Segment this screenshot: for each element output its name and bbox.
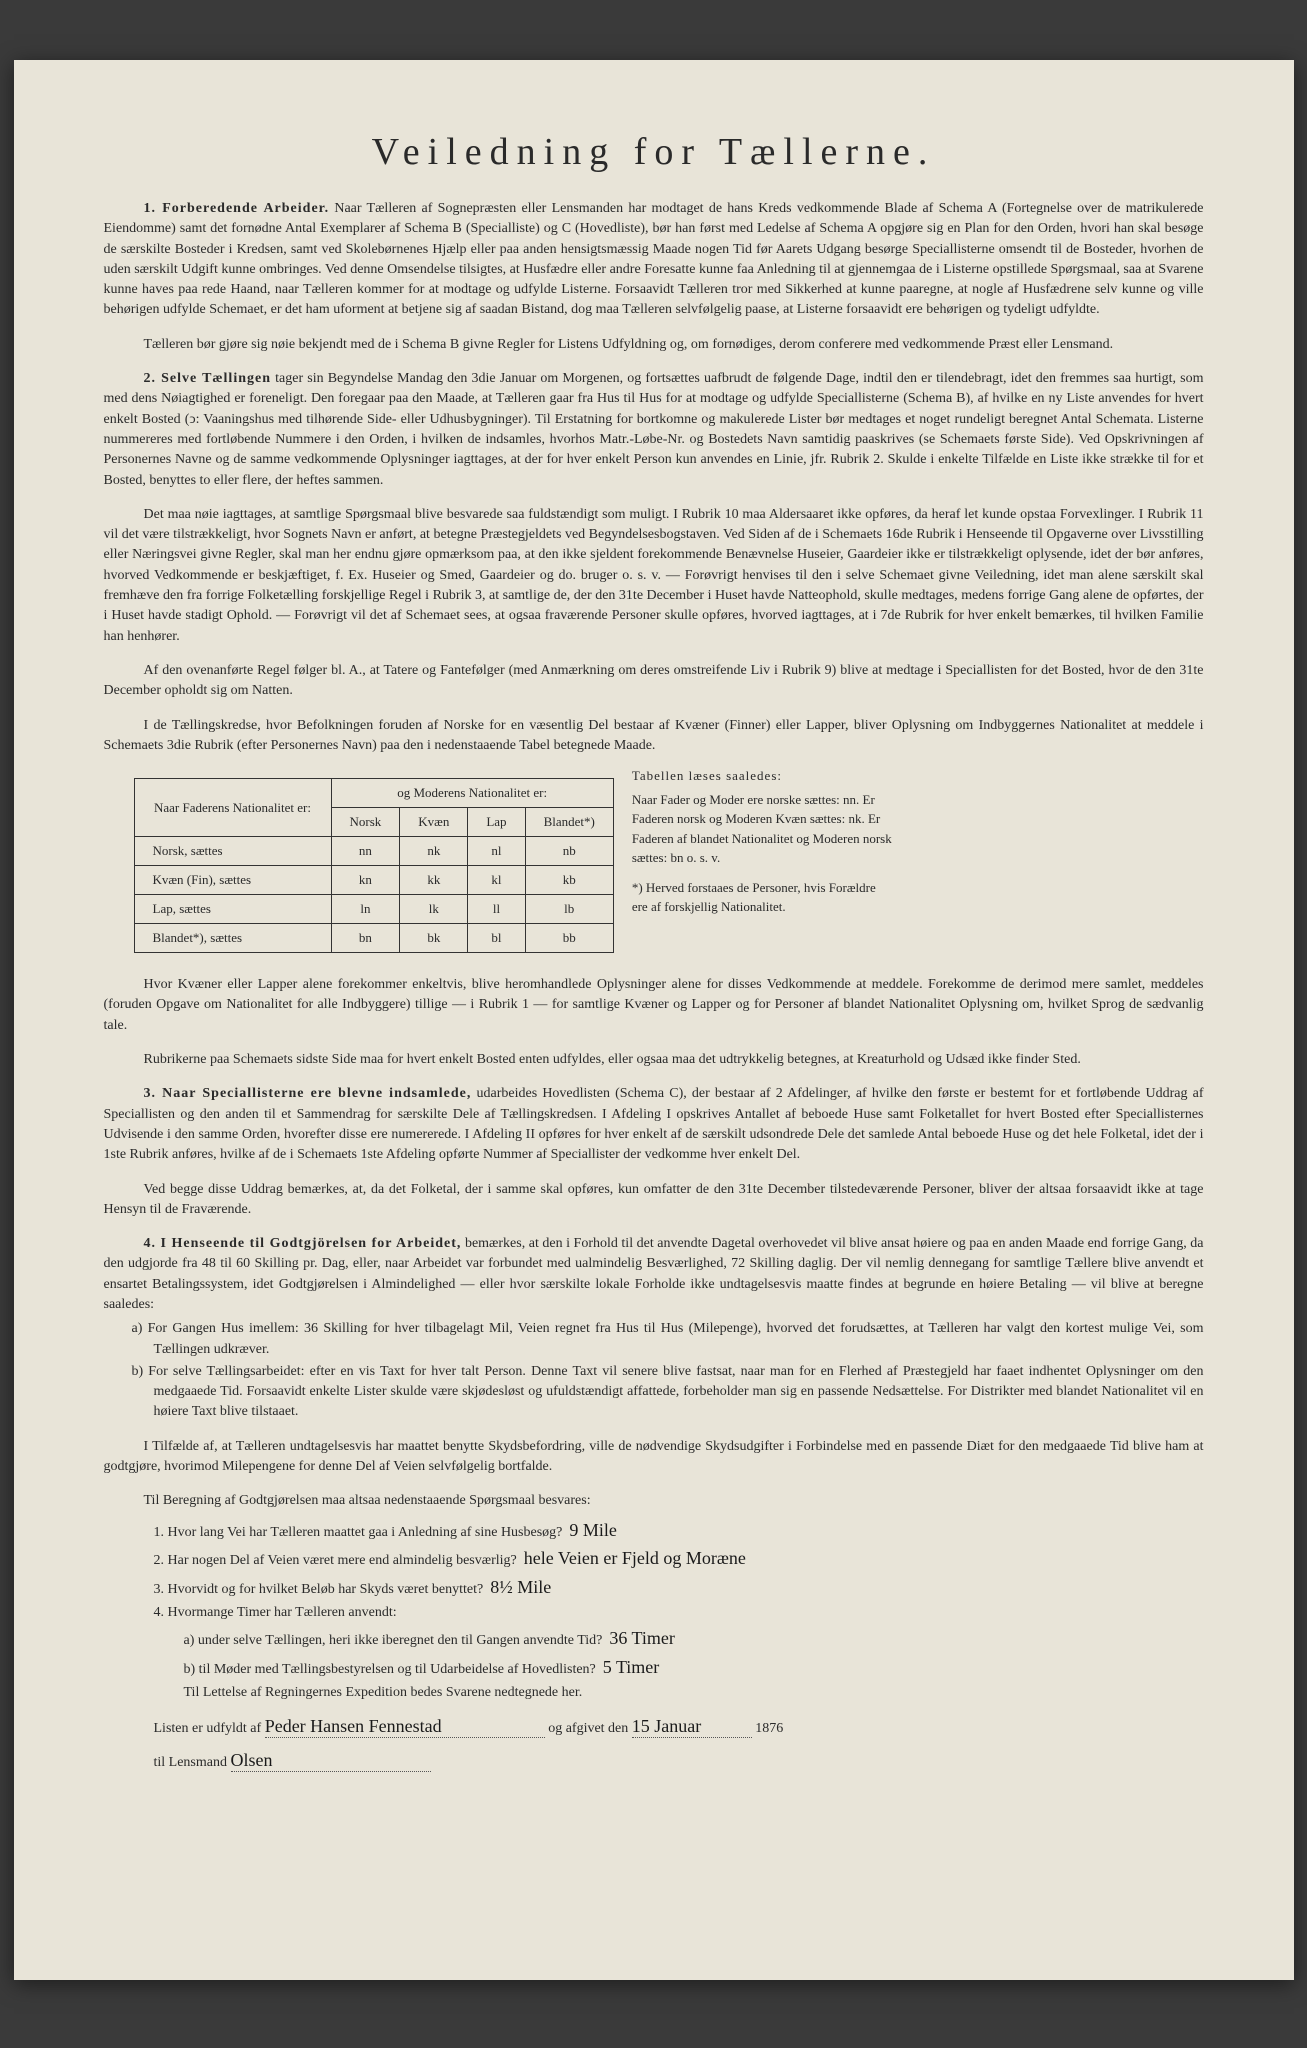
section-2-p2: Det maa nøie iagttages, at samtlige Spør… [104, 505, 1204, 647]
q2-text: 2. Har nogen Del af Veien været mere end… [154, 1553, 517, 1568]
after-table-p2: Rubrikerne paa Schemaets sidste Side maa… [104, 1050, 1204, 1070]
section-4-a: a) For Gangen Hus imellem: 36 Skilling f… [104, 1319, 1204, 1360]
section-1: 1. Forberedende Arbeider. Naar Tælleren … [104, 199, 1204, 321]
cell: kl [468, 866, 525, 895]
table-footnote: *) Herved forstaaes de Personer, hvis Fo… [632, 878, 892, 917]
section-4-p2: I Tilfælde af, at Tælleren undtagelsesvi… [104, 1437, 1204, 1478]
questions-note: Til Lettelse af Regningernes Expedition … [104, 1682, 1204, 1704]
question-4a: a) under selve Tællingen, heri ikke iber… [104, 1624, 1204, 1653]
section-4-p3: Til Beregning af Godtgjørelsen maa altsa… [104, 1491, 1204, 1511]
cell: bl [468, 924, 525, 953]
cell: nn [331, 837, 400, 866]
row-label: Kvæn (Fin), sættes [134, 866, 331, 895]
section-3-heading: 3. Naar Speciallisterne ere blevne indsa… [144, 1086, 472, 1101]
row-label: Lap, sættes [134, 895, 331, 924]
q3-text: 3. Hvorvidt og for hvilket Beløb har Sky… [154, 1582, 484, 1597]
row-label: Blandet*), sættes [134, 924, 331, 953]
sig-name: Peder Hansen Fennestad [265, 1716, 545, 1738]
cell: nl [468, 837, 525, 866]
cell: kb [525, 866, 613, 895]
table-row: Lap, sættes ln lk ll lb [134, 895, 613, 924]
section-1-p2: Tælleren bør gjøre sig nøie bekjendt med… [104, 335, 1204, 355]
q4b-answer: 5 Timer [603, 1657, 660, 1677]
section-4: 4. I Henseende til Godtgjörelsen for Arb… [104, 1234, 1204, 1315]
section-2-p1: tager sin Begyndelse Mandag den 3die Jan… [104, 371, 1204, 487]
table-row: Norsk, sættes nn nk nl nb [134, 837, 613, 866]
section-1-heading: 1. Forberedende Arbeider. [144, 201, 330, 216]
cell: nk [400, 837, 468, 866]
section-2: 2. Selve Tællingen tager sin Begyndelse … [104, 369, 1204, 491]
side-heading: Tabellen læses saaledes: [632, 766, 892, 786]
question-1: 1. Hvor lang Vei har Tælleren maattet ga… [104, 1516, 1204, 1545]
table-side-notes: Tabellen læses saaledes: Naar Fader og M… [614, 766, 892, 917]
q2-answer: hele Veien er Fjeld og Moræne [524, 1548, 746, 1568]
table-header-row: Naar Faderens Nationalitet er: og Modere… [134, 779, 613, 808]
col-kvaen: Kvæn [400, 808, 468, 837]
table-row: Kvæn (Fin), sættes kn kk kl kb [134, 866, 613, 895]
cell: nb [525, 837, 613, 866]
sig-label-2: til Lensmand [154, 1755, 228, 1770]
cell: lk [400, 895, 468, 924]
row-label: Norsk, sættes [134, 837, 331, 866]
q4a-answer: 36 Timer [609, 1628, 675, 1648]
question-2: 2. Har nogen Del af Veien været mere end… [104, 1544, 1204, 1573]
sig-year: 1876 [755, 1721, 783, 1736]
col-norsk: Norsk [331, 808, 400, 837]
document-page: Veiledning for Tællerne. 1. Forberedende… [14, 60, 1294, 1980]
q1-text: 1. Hvor lang Vei har Tælleren maattet ga… [154, 1525, 563, 1540]
question-3: 3. Hvorvidt og for hvilket Beløb har Sky… [104, 1573, 1204, 1602]
nationality-table: Naar Faderens Nationalitet er: og Modere… [134, 778, 614, 953]
q4b-text: b) til Møder med Tællingsbestyrelsen og … [184, 1662, 596, 1677]
sig-label-1: Listen er udfyldt af [154, 1721, 262, 1736]
col-blandet: Blandet*) [525, 808, 613, 837]
q4a-text: a) under selve Tællingen, heri ikke iber… [184, 1633, 603, 1648]
section-2-heading: 2. Selve Tællingen [144, 371, 272, 386]
section-1-p1: Naar Tælleren af Sognepræsten eller Lens… [104, 201, 1204, 317]
section-4-b: b) For selve Tællingsarbeidet: efter en … [104, 1362, 1204, 1423]
section-2-p3: Af den ovenanførte Regel følger bl. A., … [104, 661, 1204, 702]
header-left: Naar Faderens Nationalitet er: [134, 779, 331, 837]
signature-line-1: Listen er udfyldt af Peder Hansen Fennes… [104, 1716, 1204, 1738]
cell: lb [525, 895, 613, 924]
cell: ll [468, 895, 525, 924]
page-title: Veiledning for Tællerne. [104, 130, 1204, 174]
side-text: Naar Fader og Moder ere norske sættes: n… [632, 790, 892, 868]
cell: bn [331, 924, 400, 953]
sig-mid: og afgivet den [548, 1721, 628, 1736]
cell: bk [400, 924, 468, 953]
sig-lensmand: Olsen [231, 1750, 431, 1772]
cell: ln [331, 895, 400, 924]
q3-answer: 8½ Mile [490, 1577, 551, 1597]
header-right: og Moderens Nationalitet er: [331, 779, 613, 808]
question-4b: b) til Møder med Tællingsbestyrelsen og … [104, 1653, 1204, 1682]
cell: bb [525, 924, 613, 953]
sig-date: 15 Januar [632, 1716, 752, 1738]
q1-answer: 9 Mile [569, 1520, 617, 1540]
col-lap: Lap [468, 808, 525, 837]
cell: kn [331, 866, 400, 895]
nationality-table-row: Naar Faderens Nationalitet er: og Modere… [104, 766, 1204, 961]
question-4: 4. Hvormange Timer har Tælleren anvendt: [104, 1602, 1204, 1624]
section-3-p2: Ved begge disse Uddrag bemærkes, at, da … [104, 1180, 1204, 1221]
table-row: Blandet*), sættes bn bk bl bb [134, 924, 613, 953]
signature-line-2: til Lensmand Olsen [104, 1750, 1204, 1772]
section-4-heading: 4. I Henseende til Godtgjörelsen for Arb… [144, 1236, 462, 1251]
section-2-p4: I de Tællingskredse, hvor Befolkningen f… [104, 716, 1204, 757]
section-3: 3. Naar Speciallisterne ere blevne indsa… [104, 1084, 1204, 1165]
after-table-p1: Hvor Kvæner eller Lapper alene forekomme… [104, 975, 1204, 1036]
cell: kk [400, 866, 468, 895]
